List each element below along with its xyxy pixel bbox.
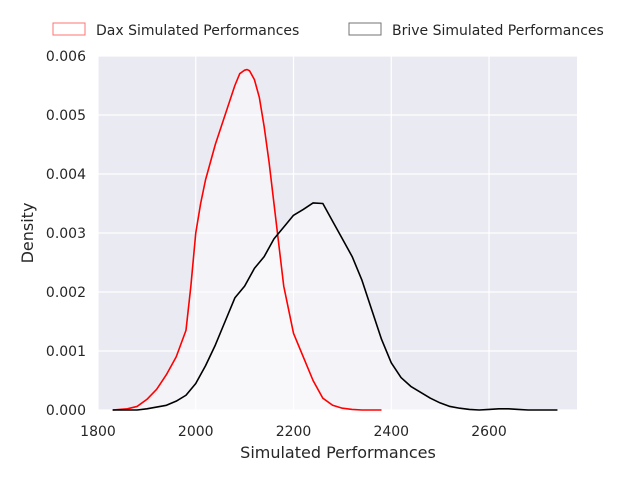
x-tick-label: 2200 [276,424,312,440]
y-tick-label: 0.002 [46,285,86,301]
x-tick-label: 2000 [178,424,214,440]
y-tick-label: 0.005 [46,108,86,124]
x-axis-ticks: 1800 2000 2200 2400 2600 [80,424,507,440]
y-tick-label: 0.000 [46,403,86,419]
x-tick-label: 2400 [373,424,409,440]
legend: Dax Simulated Performances Brive Simulat… [52,22,604,39]
legend-swatch-dax [52,22,86,36]
y-axis-label: Density [18,203,37,264]
y-tick-label: 0.001 [46,344,86,360]
density-line-brive [112,202,558,411]
x-tick-label: 2600 [471,424,507,440]
x-axis-label: Simulated Performances [240,443,436,462]
density-line-dax [112,68,382,411]
legend-label-dax: Dax Simulated Performances [96,23,299,39]
density-fill-brive [112,202,558,410]
density-lines [112,68,558,411]
legend-label-brive: Brive Simulated Performances [392,23,604,39]
y-tick-label: 0.006 [46,49,86,65]
y-tick-label: 0.003 [46,226,86,242]
y-axis-ticks: 0.000 0.001 0.002 0.003 0.004 0.005 0.006 [46,49,86,419]
legend-swatch-brive [348,22,382,36]
density-fill-dax [112,69,382,410]
density-fills [112,69,558,410]
x-tick-label: 1800 [80,424,116,440]
y-tick-label: 0.004 [46,167,86,183]
